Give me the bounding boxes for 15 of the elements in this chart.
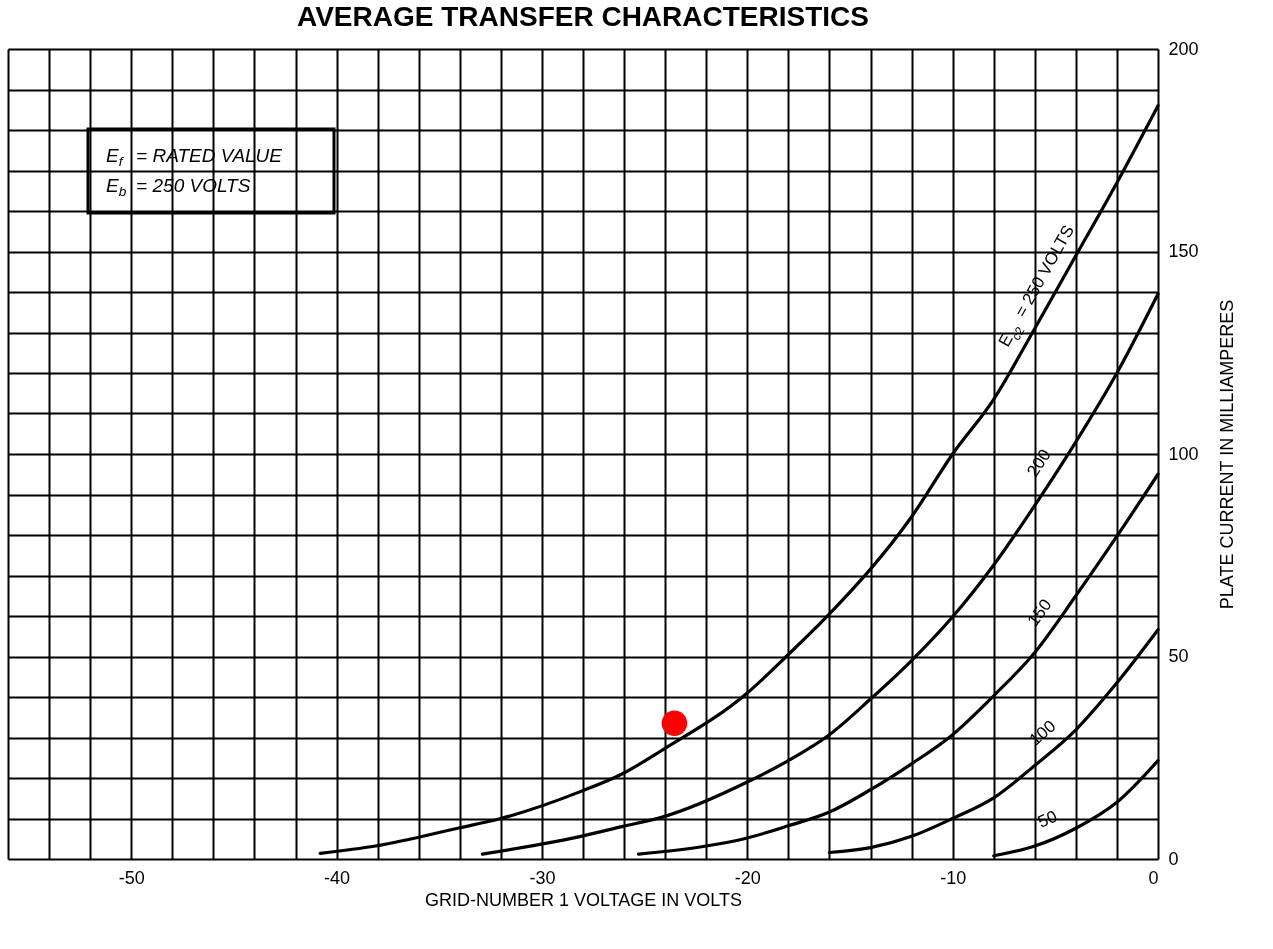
- y-tick-label: 200: [1168, 38, 1199, 59]
- y-tick-label: 150: [1168, 241, 1199, 261]
- chart-title: AVERAGE TRANSFER CHARACTERISTICS: [297, 1, 869, 32]
- text: 100: [1025, 716, 1060, 750]
- y-tick-label: 100: [1168, 443, 1199, 464]
- x-tick-label: -20: [734, 867, 761, 888]
- y-tick-label: 50: [1168, 646, 1189, 666]
- y-tick-label: 0: [1168, 848, 1179, 869]
- x-axis-title: GRID-NUMBER 1 VOLTAGE IN VOLTS: [424, 889, 743, 910]
- x-tick-label: -50: [118, 867, 145, 888]
- y-axis-title: PLATE CURRENT IN MILLIAMPERES: [1216, 299, 1237, 610]
- x-tick-label: 0: [1148, 867, 1159, 888]
- x-tick-label: -10: [940, 867, 967, 888]
- x-tick-label: -40: [324, 867, 351, 888]
- x-tick-label: -30: [529, 867, 556, 888]
